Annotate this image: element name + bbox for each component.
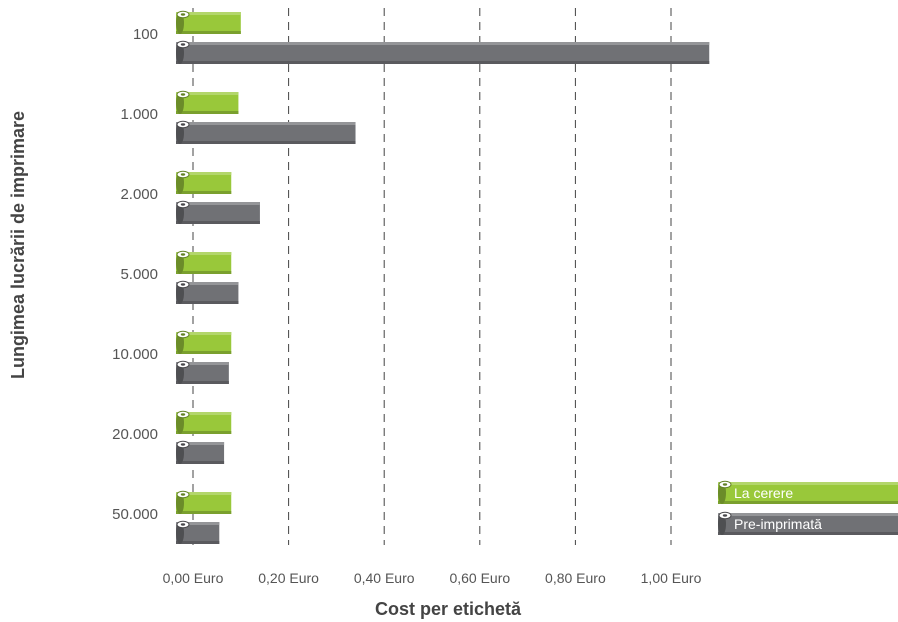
bar-pre-imprimata <box>176 40 710 64</box>
legend-swatch <box>718 511 898 535</box>
category-label: 2.000 <box>120 186 158 203</box>
bar-pre-imprimata <box>176 440 225 464</box>
legend: La cerere Pre-imprimată <box>718 480 898 535</box>
bar-pre-imprimata <box>176 280 239 304</box>
x-tick-label: 0,00 Euro <box>163 570 224 586</box>
category-label: 100 <box>133 26 158 43</box>
bar-pre-imprimata <box>176 360 229 384</box>
x-axis-title: Cost per etichetă <box>375 599 522 619</box>
x-tick-label: 0,60 Euro <box>449 570 510 586</box>
category-labels: 100 1.000 2.000 5.000 10.000 20.000 50.000 <box>112 26 158 523</box>
x-tick-label: 0,40 Euro <box>354 570 415 586</box>
bar-la-cerere <box>176 330 232 354</box>
bar-pre-imprimata <box>176 120 356 144</box>
bar-pre-imprimata <box>176 520 220 544</box>
legend-swatch <box>718 480 898 504</box>
x-tick-label: 0,80 Euro <box>545 570 606 586</box>
bar-la-cerere <box>176 10 241 34</box>
bar-pre-imprimata <box>176 200 260 224</box>
x-tick-label: 1,00 Euro <box>641 570 702 586</box>
grid-lines <box>192 8 672 545</box>
y-axis-title: Lungimea lucrării de imprimare <box>8 111 28 379</box>
category-label: 1.000 <box>120 106 158 123</box>
legend-label: La cerere <box>734 485 793 501</box>
bar-la-cerere <box>176 90 239 114</box>
category-label: 20.000 <box>112 426 158 443</box>
legend-label: Pre-imprimată <box>734 516 822 532</box>
bar-la-cerere <box>176 170 232 194</box>
bar-la-cerere <box>176 250 232 274</box>
category-label: 5.000 <box>120 266 158 283</box>
category-label: 10.000 <box>112 346 158 363</box>
bars <box>176 10 710 544</box>
bar-la-cerere <box>176 490 232 514</box>
x-tick-labels: 0,00 Euro 0,20 Euro 0,40 Euro 0,60 Euro 0,80… <box>163 570 702 586</box>
x-tick-label: 0,20 Euro <box>258 570 319 586</box>
bar-la-cerere <box>176 410 232 434</box>
category-label: 50.000 <box>112 506 158 523</box>
